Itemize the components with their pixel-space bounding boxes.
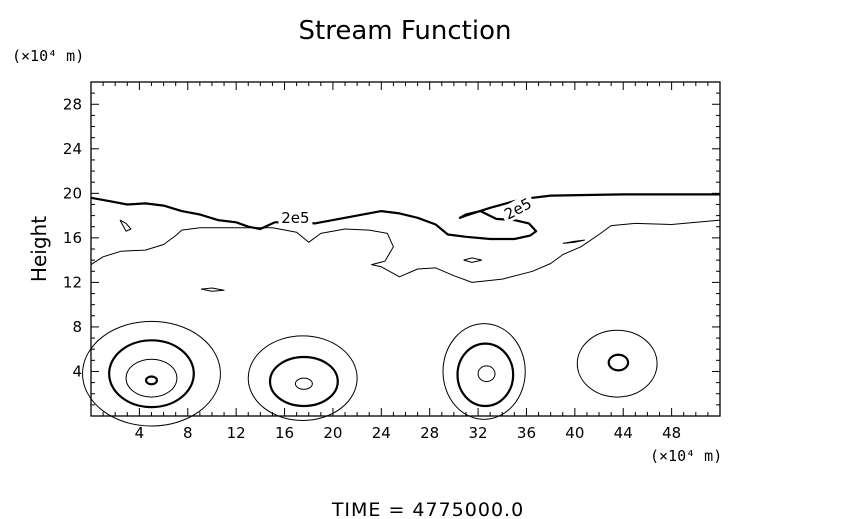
contour-line-0 [90,193,720,241]
contour-loop-17 [607,353,630,372]
contour-lines [82,193,721,427]
contour-line-2 [119,219,132,232]
contour-loop-12 [294,377,313,390]
y-tick-label: 8 [72,318,82,336]
y-tick-label: 24 [63,140,82,158]
contour-loop-8 [125,358,178,398]
y-axis-label: Height [27,216,51,282]
contour-label-bg [278,208,313,226]
contour-loop-9 [144,375,159,386]
x-unit-label: (×10⁴ m) [650,447,722,465]
chart-title: Stream Function [299,16,512,46]
y-tick-label: 12 [63,273,82,291]
y-unit-label: (×10⁴ m) [12,47,84,65]
x-tick-label: 20 [323,424,342,442]
contour-line-3 [201,287,225,292]
x-tick-label: 24 [372,424,391,442]
y-tick-label: 28 [63,95,82,113]
time-footer: TIME = 4775000.0 [331,499,524,519]
y-tick-label: 16 [63,229,82,247]
x-tick-label: 32 [469,424,488,442]
x-tick-label: 28 [420,424,439,442]
contour-loop-15 [477,365,496,382]
x-tick-label: 44 [614,424,633,442]
contour-loop-7 [108,339,195,409]
x-tick-label: 4 [135,424,145,442]
contour-label-bg [498,192,537,224]
contour-loop-11 [268,355,339,408]
x-tick-label: 8 [183,424,193,442]
contour-labels: 2e5 2e5 [278,192,537,227]
contour-loop-6 [82,320,221,427]
contour-loop-13 [442,323,526,420]
contour-label-text: 2e5 [281,209,309,227]
x-tick-label: 40 [565,424,584,442]
x-tick-label: 36 [517,424,536,442]
contour-loop-14 [456,342,515,408]
contour-line-4 [463,257,483,263]
contour-loop-10 [247,335,358,421]
y-tick-label: 20 [63,184,82,202]
contour-line-1 [90,219,721,283]
x-tick-label: 48 [662,424,681,442]
x-tick-label: 12 [227,424,246,442]
contour-loop-16 [576,329,658,398]
contour-value-label: 2e5 [278,208,313,227]
x-tick-label: 16 [275,424,294,442]
y-tick-label: 4 [72,362,82,380]
plot-frame [90,81,721,417]
contour-line-5 [562,239,585,244]
